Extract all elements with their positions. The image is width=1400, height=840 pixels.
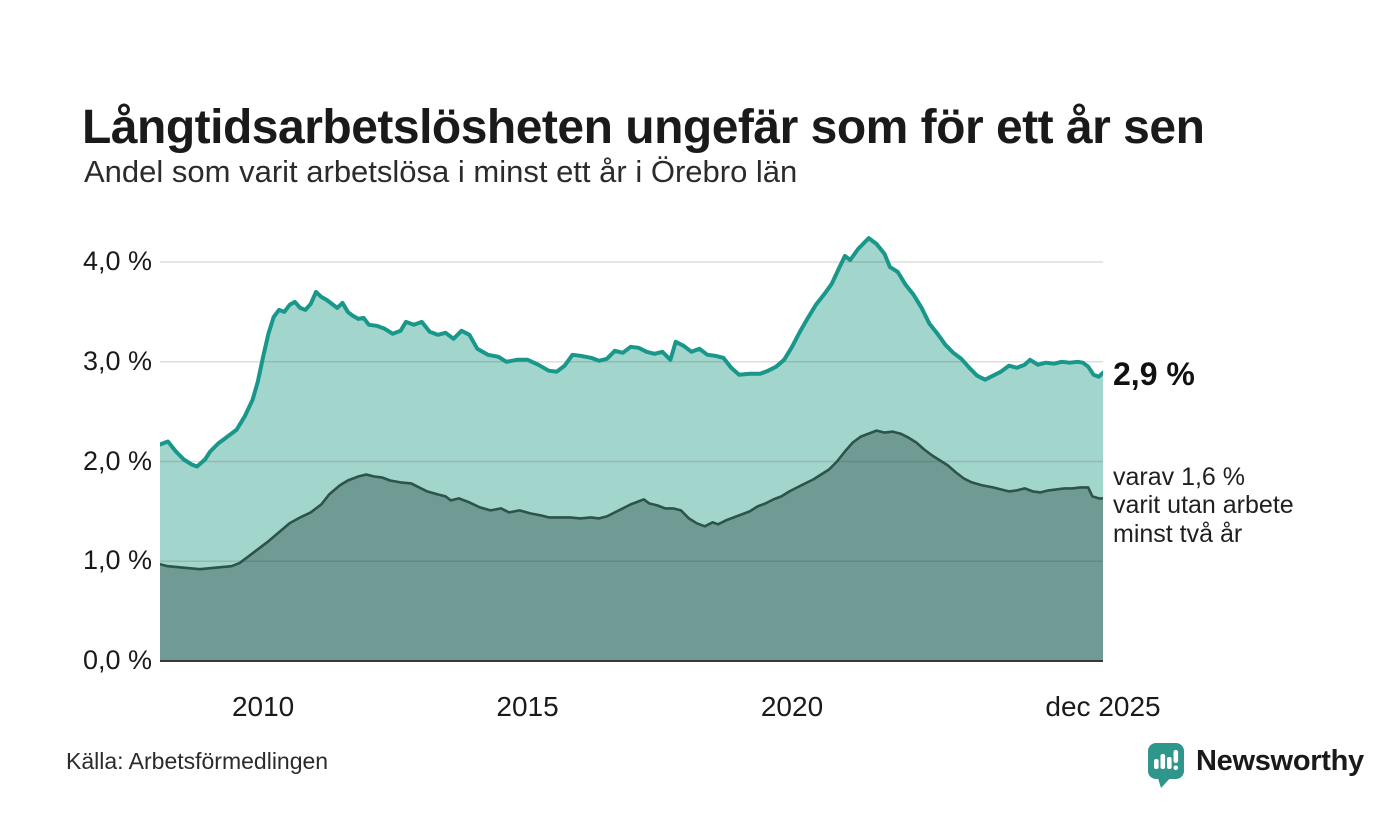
y-tick-label: 4,0 % (82, 246, 152, 276)
series-end-value-label: 2,9 % (1113, 356, 1195, 392)
newsworthy-logo: Newsworthy (1147, 742, 1364, 792)
source-caption: Källa: Arbetsförmedlingen (66, 748, 329, 774)
x-tick-label: 2015 (496, 691, 559, 722)
y-tick-label: 3,0 % (82, 345, 152, 376)
two-year-series-annotation: varav 1,6 % varit utan arbete minst två … (1113, 463, 1294, 548)
page-title: Långtidsarbetslösheten ungefär som för e… (82, 101, 1205, 155)
area-chart (158, 225, 1105, 669)
newsworthy-wordmark: Newsworthy (1196, 745, 1364, 777)
x-tick-label: 2010 (231, 691, 295, 722)
page-subtitle: Andel som varit arbetslösa i minst ett å… (84, 154, 798, 189)
y-tick-label: 2,0 % (82, 445, 152, 476)
chart-canvas (158, 236, 1105, 662)
x-tick-label: 2020 (760, 691, 824, 722)
y-tick-label: 1,0 % (82, 545, 152, 576)
x-tick-label: dec 2025 (1045, 691, 1161, 722)
newsworthy-logo-icon (1148, 743, 1184, 788)
y-tick-label: 0,0 % (82, 645, 152, 675)
